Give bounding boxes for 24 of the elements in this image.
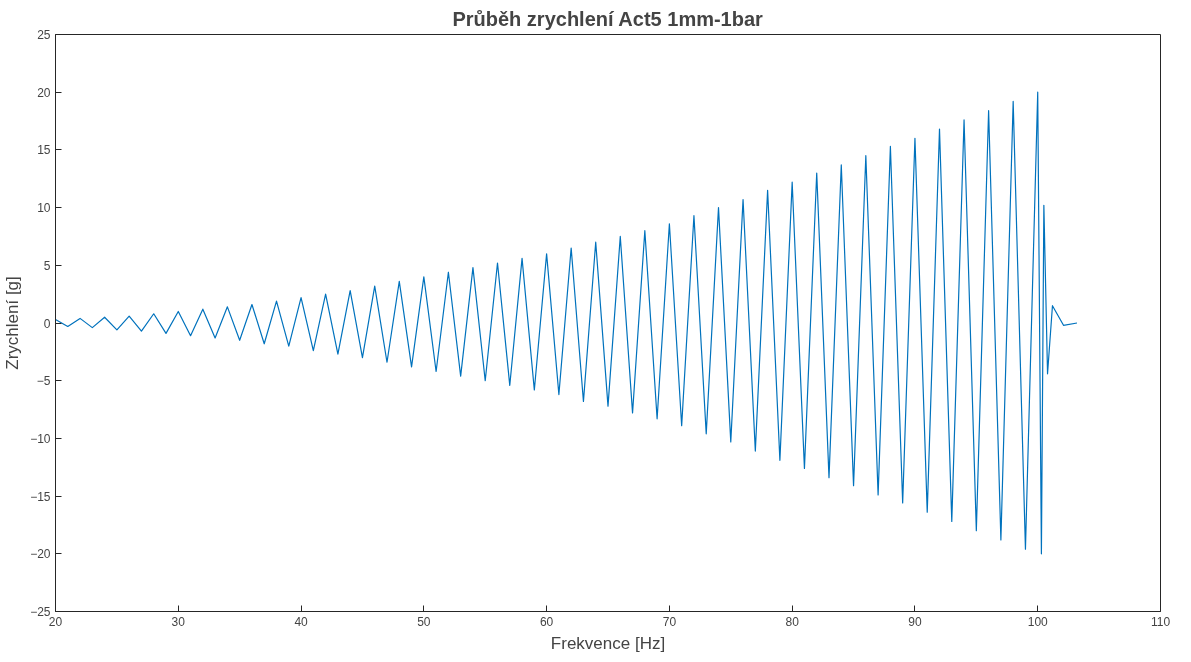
chart-title: Průběh zrychlení Act5 1mm-1bar	[452, 7, 764, 30]
y-tick-label: 10	[37, 201, 51, 216]
x-tick-label: 50	[417, 614, 431, 629]
y-axis-title: Zrychlení [g]	[3, 276, 23, 370]
y-tick-label: 15	[37, 143, 51, 158]
x-tick-label: 100	[1027, 614, 1049, 629]
y-tick-label: 0	[43, 316, 51, 331]
x-tick-label: 60	[539, 614, 554, 629]
y-tick-label: −20	[30, 547, 51, 562]
x-tick-label: 40	[294, 614, 309, 629]
x-tick-label: 70	[662, 614, 677, 629]
x-tick-label: 90	[908, 614, 922, 629]
y-tick-label: 25	[37, 28, 51, 42]
y-tick-label: 20	[37, 85, 51, 100]
x-tick-label: 110	[1150, 614, 1171, 629]
y-tick-label: −25	[30, 605, 51, 619]
x-tick-label: 80	[785, 614, 800, 629]
y-tick-label: −10	[30, 431, 51, 446]
y-tick-label: −15	[30, 489, 51, 504]
y-tick-label: −5	[36, 374, 51, 389]
x-tick-label: 30	[171, 614, 186, 629]
line-series	[55, 91, 1078, 555]
x-axis-title: Frekvence [Hz]	[550, 633, 666, 653]
y-tick-label: 5	[43, 258, 51, 273]
